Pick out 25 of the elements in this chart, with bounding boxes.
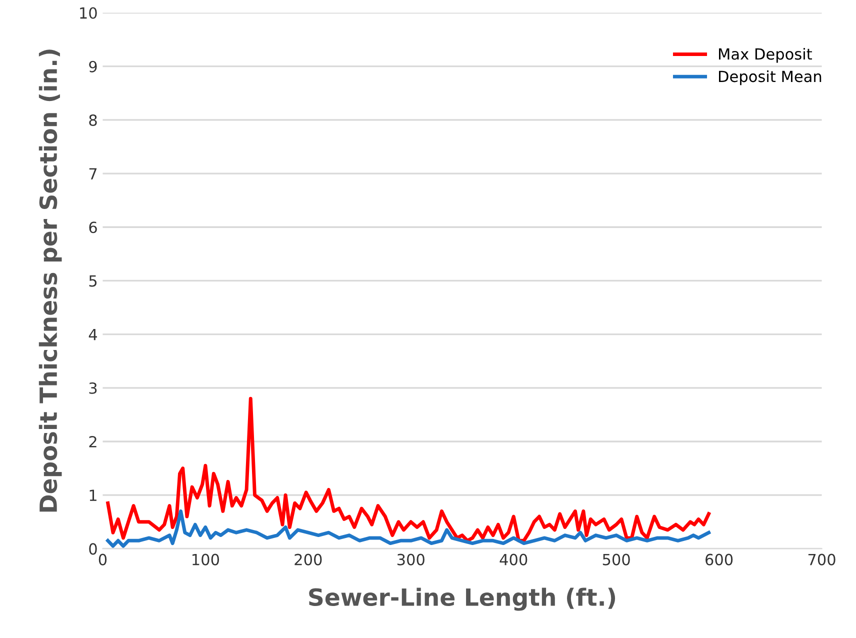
x-tick-label: 500 xyxy=(602,554,630,566)
x-tick-label: 0 xyxy=(98,554,107,566)
y-tick-label: 2 xyxy=(89,436,96,448)
y-tick-label: 10 xyxy=(80,7,97,19)
y-tick-label: 7 xyxy=(89,168,97,180)
x-tick-label: 300 xyxy=(397,554,424,566)
y-tick-label: 0 xyxy=(89,543,97,555)
y-tick-label: 1 xyxy=(90,490,96,501)
x-tick-label: 400 xyxy=(500,554,528,566)
y-tick-label: 9 xyxy=(89,60,97,72)
x-tick-label: 200 xyxy=(294,554,322,566)
legend-label: Max Deposit xyxy=(719,48,812,63)
y-tick-label: 3 xyxy=(89,382,97,394)
x-tick-label: 100 xyxy=(192,554,220,566)
y-tick-label: 6 xyxy=(89,222,97,234)
x-axis-title: Sewer-Line Length (ft.) xyxy=(309,588,616,611)
legend-label: Deposit Mean xyxy=(719,70,822,86)
y-tick-label: 8 xyxy=(89,114,97,126)
x-tick-label: 700 xyxy=(808,554,836,566)
y-tick-label: 5 xyxy=(89,275,97,287)
y-axis-title: Deposit Thickness per Section (in.) xyxy=(38,50,62,512)
y-tick-label: 4 xyxy=(88,328,97,340)
x-tick-label: 600 xyxy=(706,554,733,566)
line-series xyxy=(106,396,711,542)
line-series xyxy=(106,509,711,548)
